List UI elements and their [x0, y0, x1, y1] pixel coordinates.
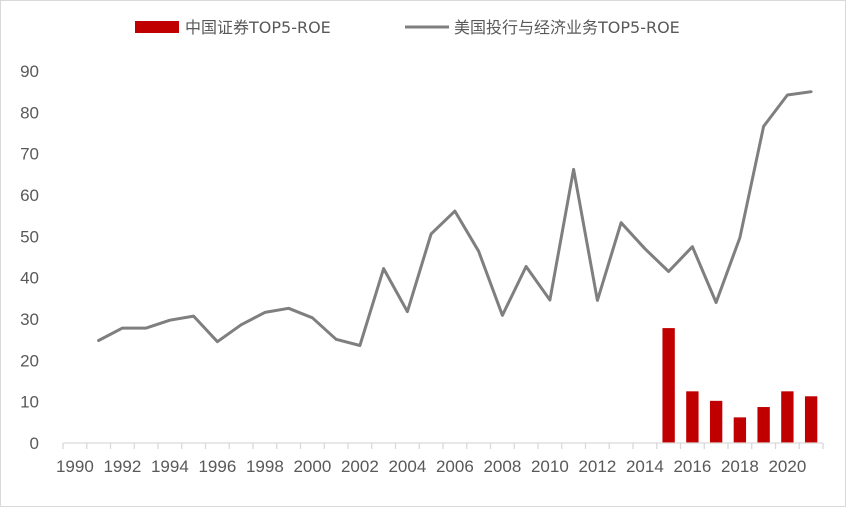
- line-series: [99, 92, 812, 346]
- x-tick-label: 2008: [483, 457, 521, 476]
- y-tick-label: 30: [20, 310, 39, 329]
- x-tick-label: 2020: [768, 457, 806, 476]
- x-tick-label: 2002: [341, 457, 379, 476]
- x-tick-label: 1992: [103, 457, 141, 476]
- x-tick-label: 1996: [198, 457, 236, 476]
- legend-label-china: 中国证券TOP5-ROE: [185, 18, 331, 37]
- y-tick-label: 60: [20, 186, 39, 205]
- y-tick-label: 50: [20, 227, 39, 246]
- y-tick-label: 10: [20, 393, 39, 412]
- legend-swatch-bar: [135, 21, 179, 33]
- series-line: [99, 92, 812, 346]
- bar: [710, 401, 722, 443]
- x-tick-label: 2012: [578, 457, 616, 476]
- x-tick-label: 1994: [151, 457, 189, 476]
- bar: [686, 391, 698, 443]
- x-tick-label: 1998: [246, 457, 284, 476]
- x-tick-label: 2010: [531, 457, 569, 476]
- bar: [781, 391, 793, 443]
- y-tick-label: 20: [20, 351, 39, 370]
- legend-label-us: 美国投行与经济业务TOP5-ROE: [454, 18, 680, 37]
- bar-series: [662, 328, 817, 443]
- y-tick-label: 0: [30, 434, 39, 453]
- x-axis: 1990 1992 1994 1996 1998 2000 2002 2004 2006 2008…: [56, 443, 823, 476]
- x-tick-label: 2006: [436, 457, 474, 476]
- x-tick-label: 2000: [293, 457, 331, 476]
- bar: [734, 417, 746, 443]
- x-tick-label: 2016: [673, 457, 711, 476]
- x-tick-label: 1990: [56, 457, 94, 476]
- legend: 中国证券TOP5-ROE 美国投行与经济业务TOP5-ROE: [135, 18, 680, 37]
- bar: [662, 328, 674, 443]
- bar: [757, 407, 769, 443]
- bar: [805, 396, 817, 443]
- x-tick-label: 2014: [626, 457, 664, 476]
- y-tick-label: 90: [20, 62, 39, 81]
- y-tick-label: 40: [20, 269, 39, 288]
- x-tick-label: 2004: [388, 457, 426, 476]
- y-tick-label: 80: [20, 103, 39, 122]
- y-axis-ticks: 0 10 20 30 40 50 60 70 80 90: [20, 62, 39, 453]
- x-tick-label: 2018: [721, 457, 759, 476]
- y-tick-label: 70: [20, 145, 39, 164]
